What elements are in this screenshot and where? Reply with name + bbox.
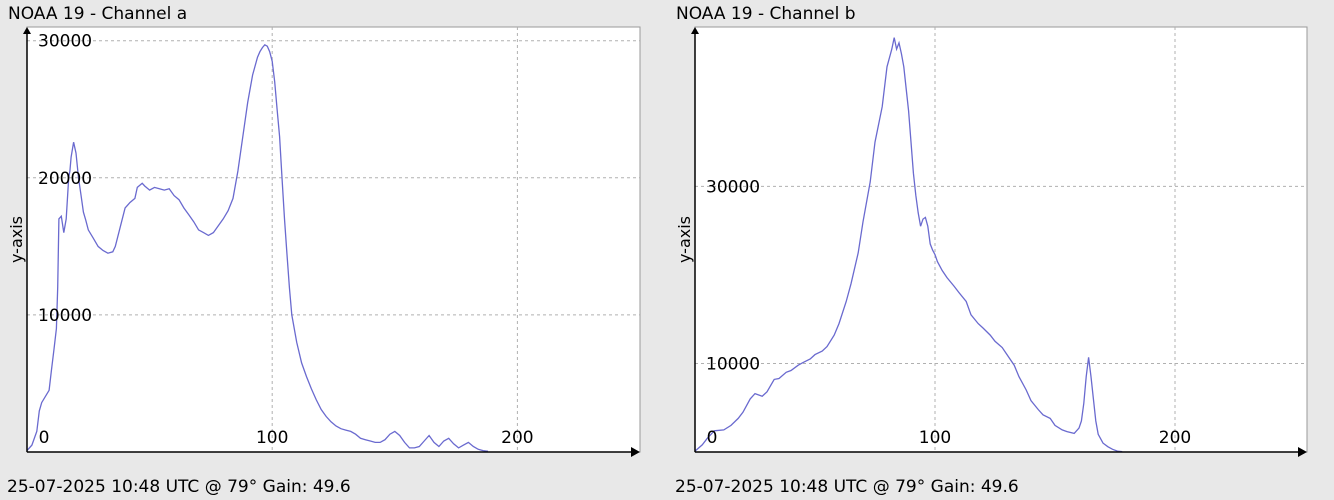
chart-footer-status: 25-07-2025 10:48 UTC @ 79° Gain: 49.6 <box>7 477 351 497</box>
x-tick-label: 0 <box>39 428 50 448</box>
y-axis-arrow-icon <box>23 27 31 34</box>
y-tick-label: 20000 <box>38 169 92 189</box>
series-line <box>694 37 1123 453</box>
y-axis-arrow-icon <box>691 27 699 34</box>
x-tick-label: 100 <box>919 428 951 448</box>
x-tick-label: 100 <box>256 428 288 448</box>
x-axis-arrow-icon <box>1298 447 1307 457</box>
y-tick-label: 30000 <box>706 177 760 197</box>
chart-title: NOAA 19 - Channel b <box>676 4 856 24</box>
series-line <box>26 43 489 452</box>
y-axis-label: y-axis <box>675 216 694 263</box>
chart-footer-status: 25-07-2025 10:48 UTC @ 79° Gain: 49.6 <box>675 477 1019 497</box>
chart-title: NOAA 19 - Channel a <box>8 4 188 24</box>
chart-plot: 0 100 200 10000 20000 30000 y-axis <box>7 26 641 457</box>
y-axis-label: y-axis <box>7 216 26 263</box>
plot-area <box>26 26 641 453</box>
chart-panel-channel-b: NOAA 19 - Channel b 0 100 200 10000 30000 y-a… <box>668 0 1328 500</box>
chart-plot: 0 100 200 10000 30000 y-axis <box>675 26 1308 457</box>
x-tick-label: 0 <box>707 428 718 448</box>
y-tick-label: 10000 <box>38 306 92 326</box>
x-tick-label: 200 <box>501 428 533 448</box>
x-axis-arrow-icon <box>631 447 640 457</box>
y-tick-label: 10000 <box>706 354 760 374</box>
plot-area <box>694 26 1308 453</box>
chart-panel-channel-a: NOAA 19 - Channel a 0 100 200 10000 20000 300… <box>0 0 660 500</box>
x-tick-label: 200 <box>1159 428 1191 448</box>
y-tick-label: 30000 <box>38 32 92 52</box>
